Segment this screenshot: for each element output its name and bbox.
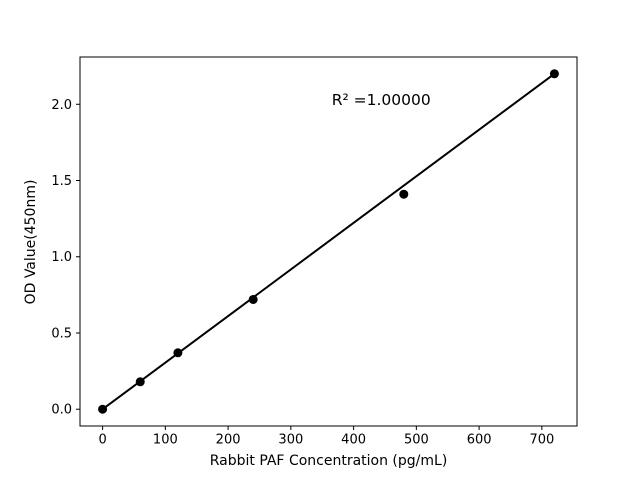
data-point: [135, 377, 145, 387]
x-tick-label: 400: [341, 433, 366, 448]
x-tick-label: 300: [278, 433, 303, 448]
y-tick-label: 2.0: [51, 98, 72, 113]
data-point: [549, 69, 559, 79]
data-point: [248, 294, 258, 304]
x-axis-label: Rabbit PAF Concentration (pg/mL): [209, 453, 448, 469]
fit-line: [101, 72, 556, 411]
data-point: [98, 404, 108, 414]
y-axis-label: OD Value(450nm): [23, 179, 39, 304]
r-squared-annotation: R² =1.00000: [331, 90, 431, 109]
y-tick-label: 0.0: [51, 403, 72, 418]
data-point: [399, 189, 409, 199]
data-point: [173, 348, 183, 358]
x-tick-label: 500: [404, 433, 429, 448]
x-tick-label: 200: [216, 433, 241, 448]
plot-area-border: [79, 56, 578, 427]
x-tick-label: 100: [153, 433, 178, 448]
x-tick-label: 600: [467, 433, 492, 448]
y-tick-label: 1.5: [51, 174, 72, 189]
x-tick-label: 0: [98, 433, 106, 448]
y-tick-label: 1.0: [51, 250, 72, 265]
y-tick-label: 0.5: [51, 326, 72, 341]
x-tick-label: 700: [529, 433, 554, 448]
